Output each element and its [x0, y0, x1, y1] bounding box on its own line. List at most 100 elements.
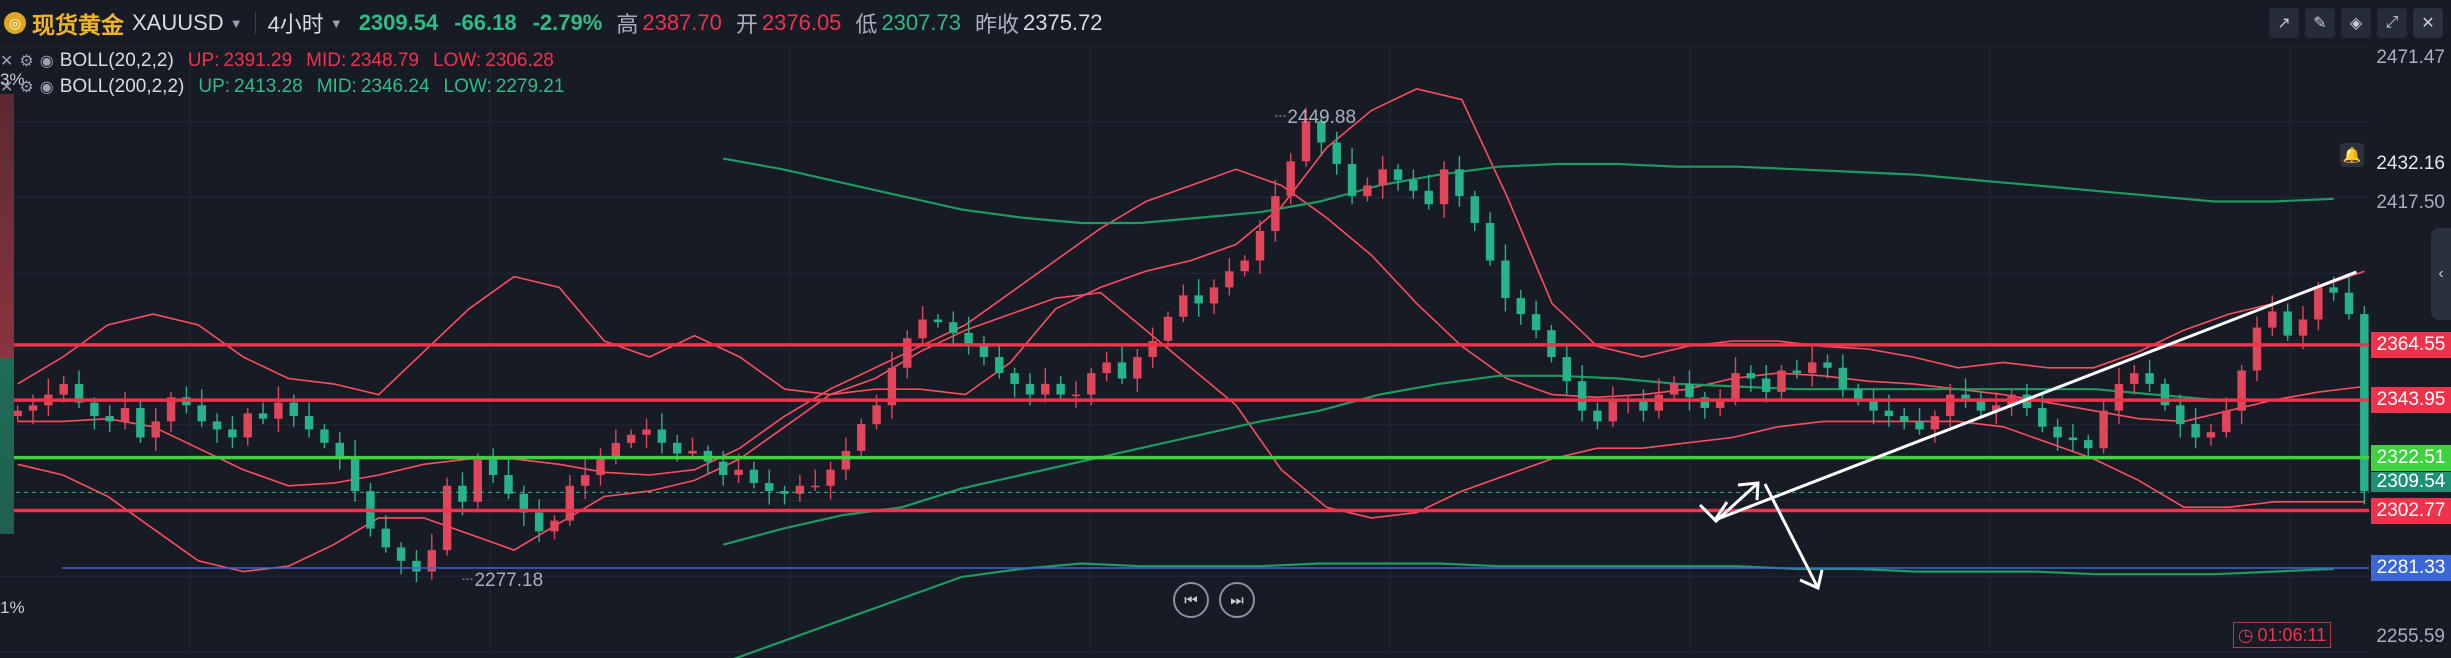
candle-body	[427, 550, 437, 572]
candle-body	[396, 547, 406, 561]
candle-body	[734, 469, 743, 476]
skip-back-icon[interactable]: ⏮	[1173, 582, 1209, 618]
candle-body	[718, 461, 728, 476]
candle-body	[1777, 370, 1786, 392]
candle-body	[918, 319, 927, 339]
expand-icon[interactable]: ⤢	[2377, 8, 2407, 38]
candle-body	[1148, 340, 1157, 358]
candle-body	[1378, 169, 1387, 186]
level-price-tag: 2322.51	[2371, 444, 2451, 471]
candle-body	[442, 485, 452, 551]
candle-body	[519, 493, 529, 513]
chevron-left-icon[interactable]: ‹	[2431, 228, 2451, 320]
layers-icon[interactable]: ◈	[2341, 8, 2371, 38]
bar-countdown: ◷ 01:06:11	[2233, 622, 2331, 648]
axis-tick-label: 2471.47	[2376, 47, 2445, 69]
line-chart-icon[interactable]: ↗	[2269, 8, 2299, 38]
left-edge-strip	[0, 94, 14, 534]
candle-body	[1286, 161, 1295, 197]
chart-grid	[0, 45, 2375, 653]
candle-body	[1163, 316, 1173, 341]
candle-body	[1347, 163, 1357, 197]
extreme-marker-label: 2449.88	[1287, 107, 1356, 128]
candle-body	[1562, 357, 1571, 382]
candle-body	[136, 407, 145, 438]
low-label: 低	[855, 12, 878, 37]
candle-body	[120, 407, 130, 422]
close-icon[interactable]: ✕	[2413, 8, 2443, 38]
timeframe-select[interactable]: 4小时	[267, 12, 324, 37]
bell-icon[interactable]: 🔔	[2340, 143, 2364, 167]
low-value: 2307.73	[881, 10, 961, 35]
boll20-mid-line	[17, 168, 2365, 487]
candle-body	[1807, 362, 1817, 374]
countdown-value: 01:06:11	[2257, 624, 2327, 645]
candle-body	[1255, 231, 1265, 261]
price-change-pct: -2.79%	[532, 10, 603, 35]
chevron-down-icon[interactable]: ▼	[229, 15, 243, 31]
candle-body	[979, 343, 989, 358]
boll200-up: 2413.28	[234, 76, 303, 97]
drawn-arrow-down-2-head	[1799, 569, 1824, 591]
candle-body	[1930, 416, 1940, 430]
candle-body	[2038, 407, 2047, 427]
candle-body	[105, 416, 114, 422]
candle-body	[1485, 222, 1495, 261]
candle-body	[243, 413, 252, 438]
candle-body	[2237, 370, 2246, 411]
candle-body	[596, 456, 605, 476]
last-price: 2309.54	[358, 10, 439, 35]
eye-icon[interactable]: ◉	[39, 79, 54, 96]
symbol-cn[interactable]: 现货黄金	[32, 12, 124, 38]
drawn-arrow-down-2	[1763, 483, 1820, 589]
candle-body	[626, 434, 636, 443]
close-icon[interactable]: ✕	[0, 53, 14, 70]
candle-body	[672, 442, 682, 454]
current-price-tag: 2309.54	[2371, 471, 2451, 493]
candle-body	[565, 485, 575, 521]
draw-pen-icon[interactable]: ✎	[2305, 8, 2335, 38]
candle-body	[59, 383, 68, 395]
candle-body	[2298, 319, 2308, 336]
chart-toolbar: ↗ ✎ ◈ ⤢ ✕	[2269, 8, 2443, 38]
candle-body	[2160, 383, 2170, 406]
candle-body	[1945, 394, 1955, 417]
high-label: 高	[616, 12, 639, 37]
settings-icon[interactable]: ⚙	[19, 79, 34, 96]
chevron-down-icon[interactable]: ▼	[329, 15, 343, 31]
candle-body	[933, 319, 943, 323]
candle-body	[304, 416, 314, 430]
boll20-low: 2306.28	[485, 50, 554, 71]
boll200-mid-line	[722, 374, 2334, 546]
prev-close-label: 昨收	[974, 12, 1019, 37]
candle-body	[258, 413, 268, 419]
boll20-legend: ✕ ⚙ ◉ BOLL(20,2,2) UP: 2391.29 MID: 2348.7…	[0, 50, 554, 71]
candle-body	[1654, 394, 1664, 411]
drawn-arrow-up	[1713, 481, 1760, 524]
candle-body	[2314, 287, 2323, 320]
candle-body	[872, 405, 881, 425]
chart-pager: ⏮ ⏭	[1173, 582, 1255, 618]
symbol-code[interactable]: XAUUSD	[132, 10, 224, 35]
candle-body	[274, 402, 283, 419]
candle-body	[1823, 362, 1832, 368]
candle-body	[1225, 271, 1234, 288]
candle-body	[1853, 389, 1863, 400]
candle-body	[320, 429, 329, 443]
candle-body	[1393, 169, 1403, 181]
candle-body	[1992, 405, 2001, 411]
candle-body	[841, 450, 851, 470]
chart-header: ◎ 现货黄金 XAUUSD ▼ 4小时 ▼ 2309.54 -66.18 -2.…	[0, 0, 2451, 46]
candle-body	[1455, 169, 1464, 197]
candle-body	[1056, 383, 1065, 395]
extreme-marker-label: 2277.18	[474, 570, 543, 591]
skip-forward-icon[interactable]: ⏭	[1219, 582, 1255, 618]
candle-body	[826, 469, 835, 486]
axis-tick-label: 2255.59	[2376, 626, 2445, 647]
candle-body	[13, 410, 22, 417]
eye-icon[interactable]: ◉	[39, 53, 54, 70]
boll200-legend: ✕ ⚙ ◉ BOLL(200,2,2) UP: 2413.28 MID: 2346.…	[0, 76, 565, 97]
close-icon[interactable]: ✕	[0, 79, 14, 96]
settings-icon[interactable]: ⚙	[19, 53, 34, 70]
